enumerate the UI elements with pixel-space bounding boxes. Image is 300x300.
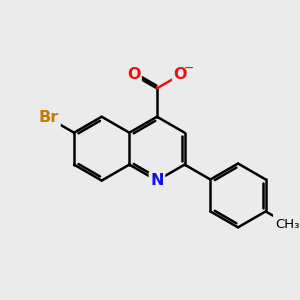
Text: CH₃: CH₃: [276, 218, 300, 231]
Text: −: −: [183, 61, 194, 74]
Text: Br: Br: [38, 110, 58, 125]
Text: O: O: [174, 67, 187, 82]
Text: N: N: [150, 173, 164, 188]
Text: O: O: [127, 67, 140, 82]
